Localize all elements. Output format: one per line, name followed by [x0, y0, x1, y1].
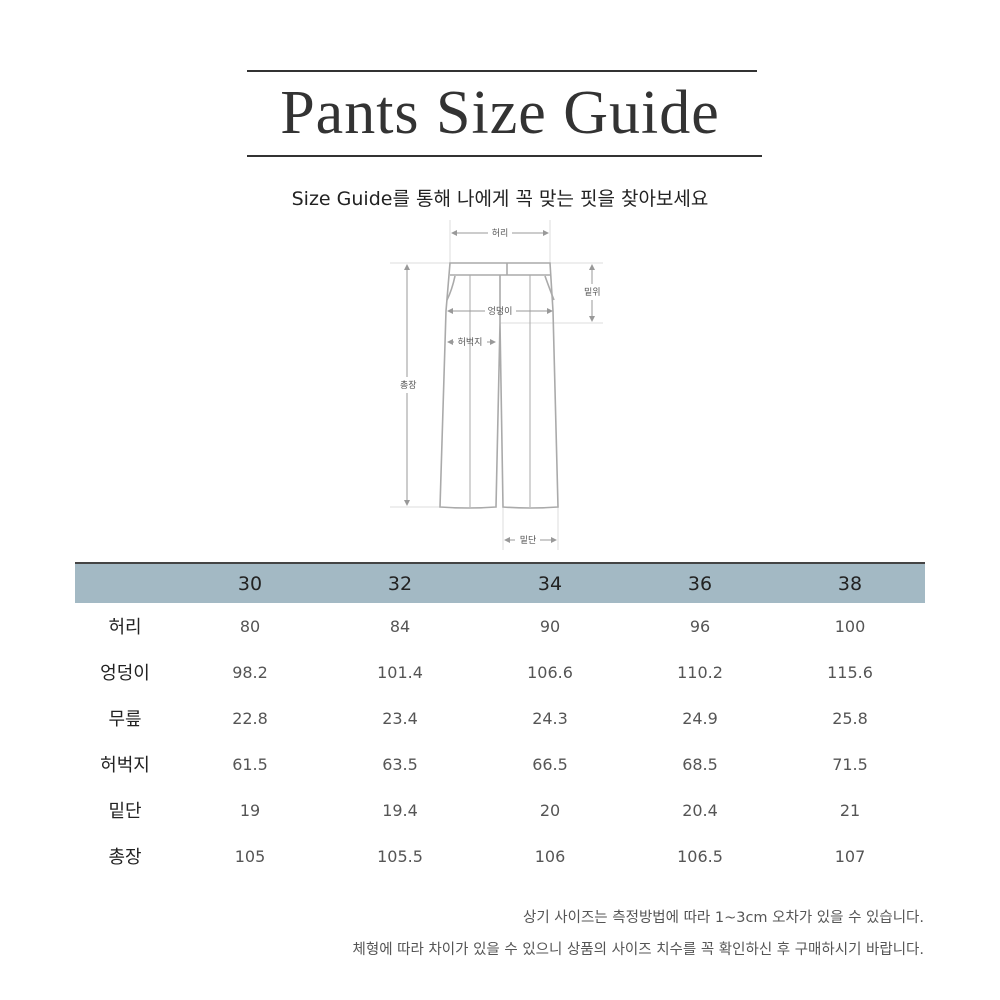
size-value: 66.5 [532, 754, 568, 774]
size-value: 80 [239, 616, 261, 636]
page-title: Pants Size Guide [280, 79, 720, 147]
size-value: 22.8 [232, 708, 268, 728]
size-value: 106.5 [677, 846, 723, 866]
note-tolerance: 상기 사이즈는 측정방법에 따라 1~3cm 오차가 있을 수 있습니다. [523, 910, 924, 926]
size-header: 38 [775, 562, 925, 603]
size-value: 23.4 [382, 708, 418, 728]
size-header: 36 [625, 562, 775, 603]
size-value: 63.5 [382, 754, 418, 774]
title-top-rule [247, 70, 757, 72]
rise-label: 밑위 [584, 286, 601, 298]
size-value: 96 [689, 616, 711, 636]
size-value: 24.9 [682, 708, 718, 728]
length-label: 총장 [400, 380, 417, 391]
size-value: 68.5 [682, 754, 718, 774]
size-value: 115.6 [827, 662, 873, 682]
size-value: 19 [239, 800, 261, 820]
row-label: 무릎 [108, 709, 142, 730]
size-header-row: 30 32 34 36 38 [75, 562, 925, 603]
hem-label: 밑단 [520, 534, 537, 546]
row-label: 허리 [108, 617, 142, 638]
title-bottom-rule [247, 155, 762, 157]
pants-outline [439, 262, 559, 509]
subtitle: Size Guide를 통해 나에게 꼭 맞는 핏을 찾아보세요 [291, 188, 709, 210]
hip-label: 엉덩이 [488, 305, 513, 317]
table-row: 밑단 19 19.4 20 20.4 21 [75, 787, 925, 833]
size-value: 71.5 [832, 754, 868, 774]
size-header: 30 [175, 562, 325, 603]
size-table: 30 32 34 36 38 허리 80 84 90 96 100 엉덩이 98.2 101.4… [75, 562, 925, 879]
row-label: 밑단 [108, 801, 142, 822]
size-value: 24.3 [532, 708, 568, 728]
size-value: 20 [539, 800, 561, 820]
row-label: 총장 [108, 847, 142, 868]
table-row: 무릎 22.8 23.4 24.3 24.9 25.8 [75, 695, 925, 741]
size-value: 110.2 [677, 662, 723, 682]
size-value: 105 [234, 846, 266, 866]
table-row: 허벅지 61.5 63.5 66.5 68.5 71.5 [75, 741, 925, 787]
size-value: 100 [834, 616, 866, 636]
size-value: 25.8 [832, 708, 868, 728]
size-value: 101.4 [377, 662, 423, 682]
size-value: 98.2 [232, 662, 268, 682]
note-check-size: 체형에 따라 차이가 있을 수 있으니 상품의 사이즈 치수를 꼭 확인하신 후… [352, 942, 924, 958]
row-label: 허벅지 [100, 755, 150, 776]
size-value: 106 [534, 846, 566, 866]
size-value: 106.6 [527, 662, 573, 682]
size-value: 105.5 [377, 846, 423, 866]
thigh-label: 허벅지 [458, 337, 483, 348]
size-value: 19.4 [382, 800, 418, 820]
row-label: 엉덩이 [100, 663, 150, 684]
size-value: 107 [834, 846, 866, 866]
pants-diagram: 허리 총장 밑위 엉덩이 허벅지 밑단 [390, 220, 603, 550]
waist-label: 허리 [492, 228, 509, 239]
size-value: 90 [539, 616, 561, 636]
header-corner [75, 562, 175, 603]
size-value: 84 [389, 616, 411, 636]
table-row: 엉덩이 98.2 101.4 106.6 110.2 115.6 [75, 649, 925, 695]
size-header: 32 [325, 562, 475, 603]
size-value: 21 [839, 800, 861, 820]
table-row: 허리 80 84 90 96 100 [75, 603, 925, 649]
size-value: 20.4 [682, 800, 718, 820]
size-header: 34 [475, 562, 625, 603]
table-row: 총장 105 105.5 106 106.5 107 [75, 833, 925, 879]
size-value: 61.5 [232, 754, 268, 774]
